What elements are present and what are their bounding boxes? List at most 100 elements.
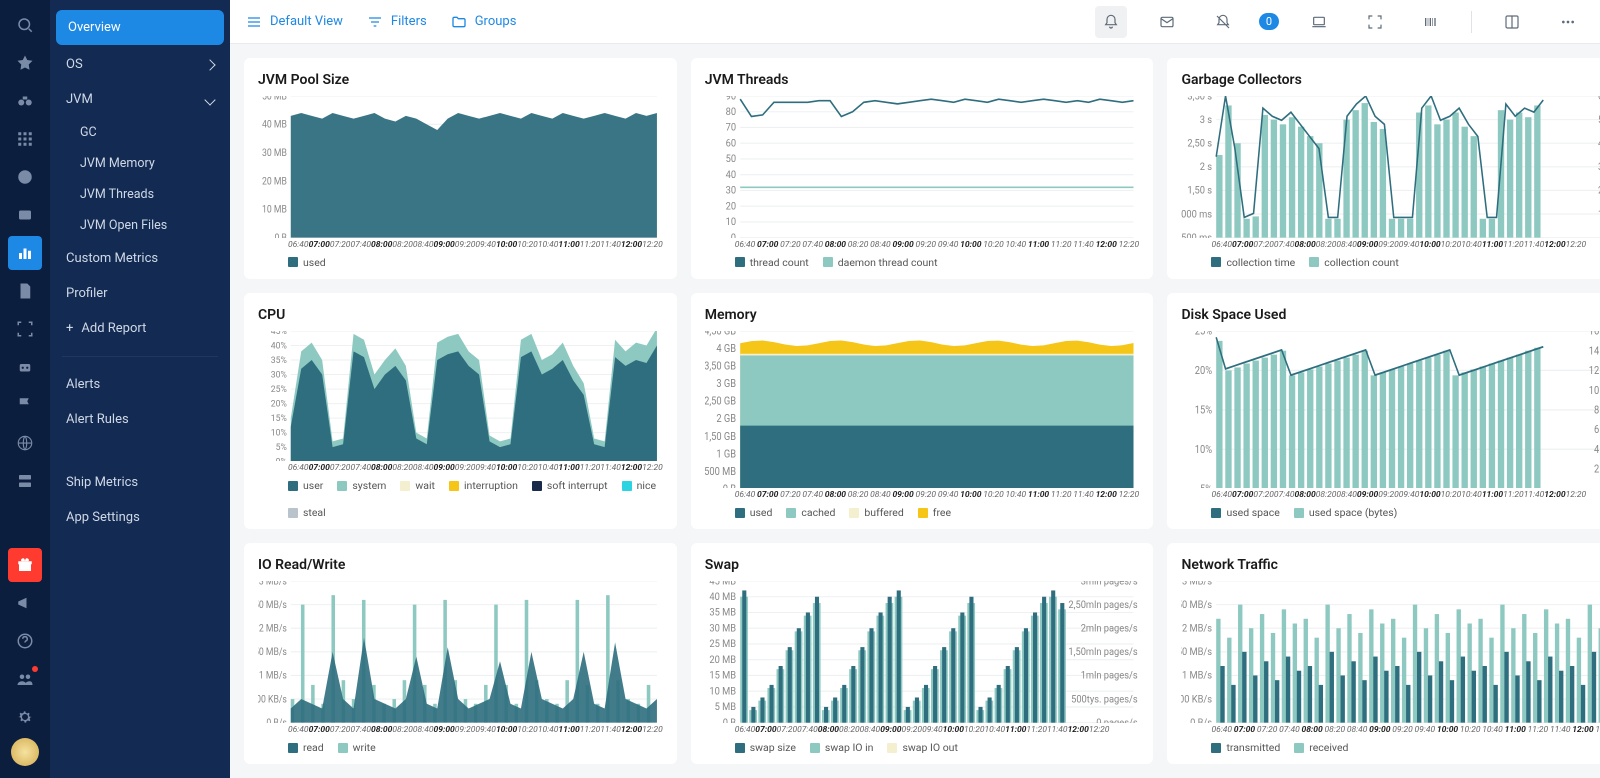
chart-body[interactable]: 0 B/s500 KB/s1 MB/s1,50 MB/s2 MB/s2,50 M… — [1181, 581, 1600, 723]
legend-item: write — [338, 741, 376, 754]
filters-button[interactable]: Filters — [367, 14, 427, 30]
chart-title: Swap — [705, 557, 1140, 573]
fullscreen-icon[interactable] — [1359, 6, 1391, 38]
rocket-icon[interactable] — [8, 46, 42, 80]
legend-item: read — [288, 741, 324, 754]
binoculars-icon[interactable] — [8, 84, 42, 118]
inbox-icon[interactable] — [8, 198, 42, 232]
svg-text:0 B: 0 B — [722, 483, 735, 488]
svg-text:50: 50 — [725, 154, 735, 165]
svg-text:4,50 GB: 4,50 GB — [705, 331, 736, 338]
bell-off-icon[interactable] — [1207, 6, 1239, 38]
layout-icon[interactable] — [1496, 6, 1528, 38]
scan-icon[interactable] — [8, 312, 42, 346]
charts-icon[interactable] — [8, 236, 42, 270]
svg-text:2 MB/s: 2 MB/s — [1182, 624, 1212, 635]
server-icon[interactable] — [8, 464, 42, 498]
chart-body[interactable]: 0102030405060708090 — [705, 96, 1140, 238]
avatar[interactable] — [11, 738, 39, 766]
robot-icon[interactable] — [8, 350, 42, 384]
svg-text:3 MB/s: 3 MB/s — [259, 581, 287, 587]
svg-text:90: 90 — [725, 96, 735, 102]
sidebar-sub-jvm-memory[interactable]: JVM Memory — [50, 148, 230, 179]
legend-item: swap IO out — [887, 741, 957, 754]
help-icon[interactable] — [8, 624, 42, 658]
chart-card-gc: Garbage Collectors 500 ms1000 ms1,50 s2 … — [1167, 58, 1600, 279]
chart-body[interactable]: 500 ms1000 ms1,50 s2 s2,50 s3 s3,50 s010… — [1181, 96, 1600, 238]
x-axis-ticks: 06:4007:0007:2007:4008:0008:2008:4009:00… — [258, 723, 663, 735]
svg-text:1,50 MB/s: 1,50 MB/s — [258, 647, 287, 659]
default-view-button[interactable]: Default View — [246, 14, 343, 30]
svg-text:1 MB/s: 1 MB/s — [259, 671, 287, 683]
gift-icon[interactable] — [8, 548, 42, 582]
sidebar-item-profiler[interactable]: Profiler — [50, 276, 230, 311]
sidebar-item-ship-metrics[interactable]: Ship Metrics — [50, 465, 230, 500]
apps-icon[interactable] — [8, 122, 42, 156]
chart-title: CPU — [258, 307, 663, 323]
team-icon[interactable] — [8, 662, 42, 696]
sidebar-item-custom-metrics[interactable]: Custom Metrics — [50, 241, 230, 276]
chart-body[interactable]: 0 B10 MB20 MB30 MB40 MB50 MB — [258, 96, 663, 238]
svg-text:5 MB: 5 MB — [714, 702, 735, 713]
clock-icon[interactable] — [8, 160, 42, 194]
svg-text:10%: 10% — [1195, 444, 1212, 456]
svg-text:8 GB: 8 GB — [1594, 405, 1600, 417]
envelope-icon[interactable] — [1151, 6, 1183, 38]
chart-body[interactable]: 5%10%15%20%25%0 B2 GB4 GB6 GB8 GB10 GB12… — [1181, 331, 1600, 489]
svg-text:0%: 0% — [276, 457, 288, 461]
legend-item: system — [337, 479, 386, 492]
laptop-icon[interactable] — [1303, 6, 1335, 38]
x-axis-ticks: 06:4007:0007:2007:4008:0008:2008:4009:00… — [1181, 238, 1600, 250]
svg-text:2,50 MB/s: 2,50 MB/s — [1181, 600, 1212, 611]
svg-text:60: 60 — [725, 138, 735, 149]
legend: transmittedreceived — [1181, 735, 1600, 754]
legend-item: user — [288, 479, 323, 492]
svg-text:0: 0 — [731, 233, 736, 238]
search-icon[interactable] — [8, 8, 42, 42]
legend: used — [258, 250, 663, 269]
sidebar-add-report[interactable]: +Add Report — [50, 311, 230, 346]
sidebar-item-jvm[interactable]: JVM — [50, 82, 230, 117]
sidebar-sub-gc[interactable]: GC — [50, 117, 230, 148]
legend: usedcachedbufferedfree — [705, 500, 1140, 519]
megaphone-icon[interactable] — [8, 586, 42, 620]
chart-card-disk: Disk Space Used 5%10%15%20%25%0 B2 GB4 G… — [1167, 293, 1600, 530]
x-axis-ticks: 06:4007:0007:2007:4008:0008:2008:4009:00… — [1181, 488, 1600, 500]
flag-icon[interactable] — [8, 388, 42, 422]
chart-title: Disk Space Used — [1181, 307, 1600, 323]
chart-title: Memory — [705, 307, 1140, 323]
sidebar-item-alert-rules[interactable]: Alert Rules — [50, 402, 230, 437]
chart-body[interactable]: 0 B5 MB10 MB15 MB20 MB25 MB30 MB35 MB40 … — [705, 581, 1140, 723]
globe-icon[interactable] — [8, 426, 42, 460]
chart-body[interactable]: 0 B500 MB1 GB1,50 GB2 GB2,50 GB3 GB3,50 … — [705, 331, 1140, 489]
svg-text:500 ms: 500 ms — [1182, 233, 1213, 238]
chart-body[interactable]: 0%5%10%15%20%25%30%35%40%45% — [258, 331, 663, 462]
sidebar-item-app-settings[interactable]: App Settings — [50, 500, 230, 535]
gear-icon[interactable] — [8, 700, 42, 734]
groups-button[interactable]: Groups — [451, 14, 517, 30]
svg-text:20 MB: 20 MB — [262, 176, 287, 188]
legend-item: free — [918, 506, 951, 519]
sidebar-item-os[interactable]: OS — [50, 47, 230, 82]
svg-text:20 MB: 20 MB — [709, 655, 736, 666]
svg-text:45%: 45% — [271, 331, 288, 337]
bell-icon[interactable] — [1095, 6, 1127, 38]
sidebar-sub-jvm-threads[interactable]: JVM Threads — [50, 179, 230, 210]
svg-text:70: 70 — [725, 123, 735, 134]
more-icon[interactable] — [1552, 6, 1584, 38]
barcode-icon[interactable] — [1415, 6, 1447, 38]
svg-text:2,50mln pages/s: 2,50mln pages/s — [1068, 600, 1137, 611]
chart-body[interactable]: 0 B/s500 KB/s1 MB/s1,50 MB/s2 MB/s2,50 M… — [258, 581, 663, 723]
sidebar-item-overview[interactable]: Overview — [56, 10, 224, 45]
sidebar-item-alerts[interactable]: Alerts — [50, 367, 230, 402]
svg-text:4 GB: 4 GB — [716, 343, 736, 355]
svg-text:1 MB/s: 1 MB/s — [1182, 671, 1212, 682]
divider — [62, 356, 218, 357]
svg-text:25 MB: 25 MB — [709, 639, 736, 650]
document-icon[interactable] — [8, 274, 42, 308]
legend: usersystemwaitinterruptionsoft interrupt… — [258, 473, 663, 519]
legend-item: swap size — [735, 741, 796, 754]
svg-text:0 B/s: 0 B/s — [266, 718, 287, 723]
svg-text:30 MB: 30 MB — [262, 147, 287, 159]
sidebar-sub-jvm-open-files[interactable]: JVM Open Files — [50, 210, 230, 241]
